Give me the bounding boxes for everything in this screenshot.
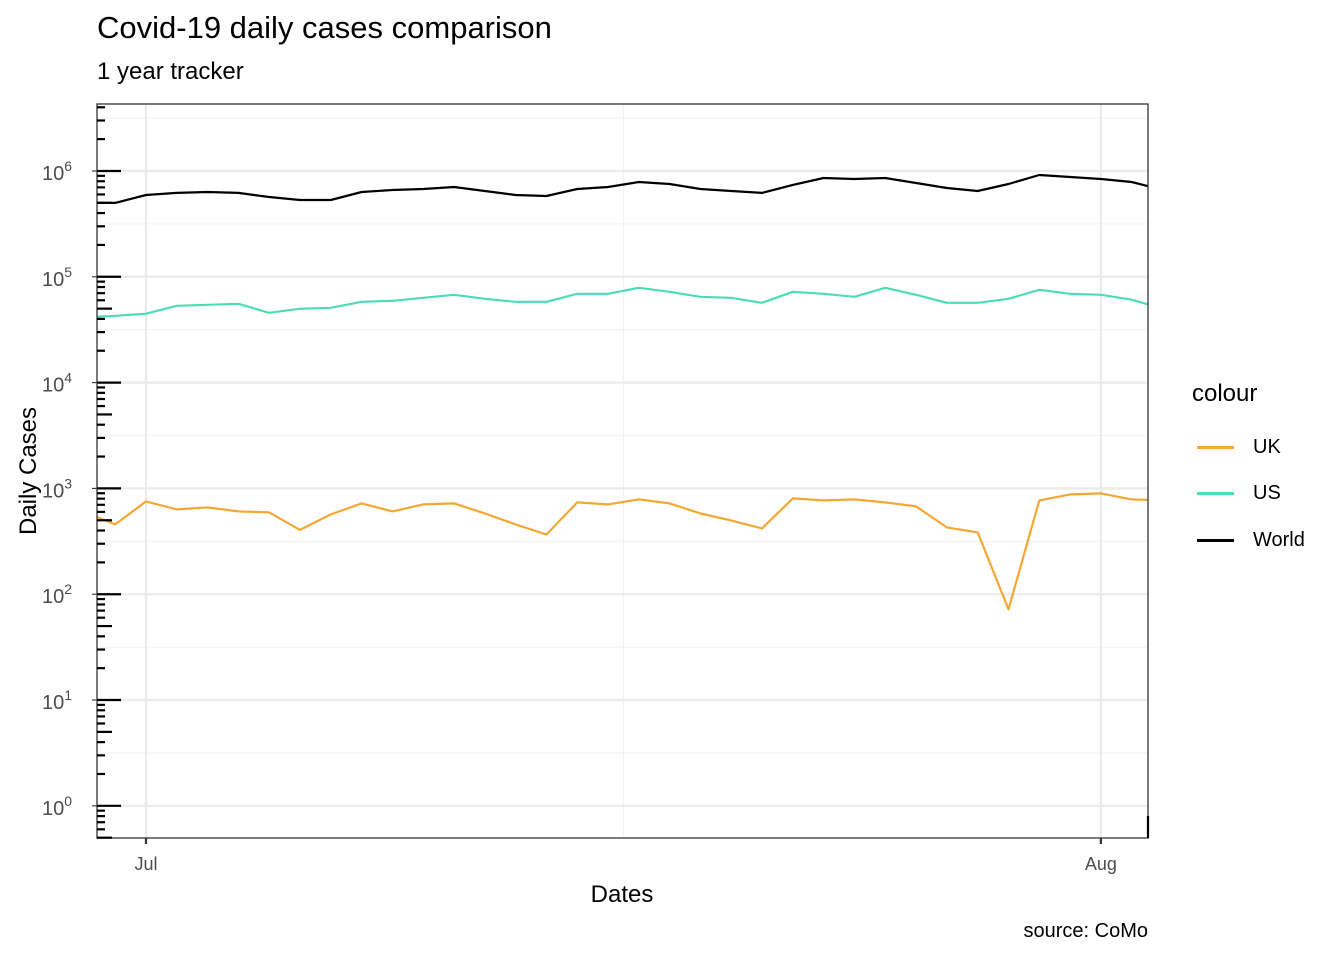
series-layer [97,173,1148,611]
legend-item-us: US [1197,481,1281,505]
y-tick-label: 100 [42,793,72,820]
y-tick-label-exponent: 2 [64,581,72,597]
y-tick-label-base: 10 [42,798,64,820]
y-tick-label: 106 [42,158,72,185]
series-line-world [97,173,1148,204]
series-line-uk [97,492,1148,611]
y-tick-label-base: 10 [42,586,64,608]
minor-gridlines [97,104,1148,838]
legend-label: UK [1253,435,1281,458]
chart-caption: source: CoMo [1023,920,1149,942]
legend-key-world [1197,538,1234,542]
y-axis-title: Daily Cases [15,407,42,535]
y-tick-label: 101 [42,687,72,714]
panel-border [96,103,1149,839]
y-tick-label-base: 10 [42,692,64,714]
x-axis-title: Dates [591,881,654,908]
y-tick-label: 102 [42,581,72,608]
major-gridlines [97,104,1148,838]
y-tick-label-exponent: 4 [64,370,72,386]
x-axis: Jul Aug [134,838,1117,874]
y-tick-label: 105 [42,264,72,291]
legend-key-us [1197,491,1234,495]
chart-title: Covid-19 daily cases comparison [97,10,552,45]
y-tick-label-base: 10 [42,375,64,397]
x-tick-label: Aug [1085,854,1117,874]
y-tick-label: 104 [42,370,72,397]
y-tick-label-exponent: 5 [64,264,72,280]
x-tick-label: Jul [134,854,157,874]
legend-item-world: World [1197,528,1305,552]
y-tick-label: 103 [42,475,72,502]
y-tick-label-exponent: 6 [64,158,72,174]
chart-subtitle: 1 year tracker [97,58,244,85]
legend-label: US [1253,481,1281,504]
y-tick-label-exponent: 0 [64,793,72,809]
legend-title: colour [1192,380,1258,407]
log-ticks [97,106,121,839]
y-tick-label-exponent: 3 [64,475,72,491]
legend-label: World [1253,528,1305,551]
series-line-us [97,286,1148,318]
y-tick-label-base: 10 [42,163,64,185]
y-tick-label-exponent: 1 [64,687,72,703]
y-tick-label-base: 10 [42,480,64,502]
legend-item-uk: UK [1197,435,1281,459]
panel-background [97,104,1148,838]
legend-key-uk [1197,445,1234,449]
y-tick-label-base: 10 [42,269,64,291]
